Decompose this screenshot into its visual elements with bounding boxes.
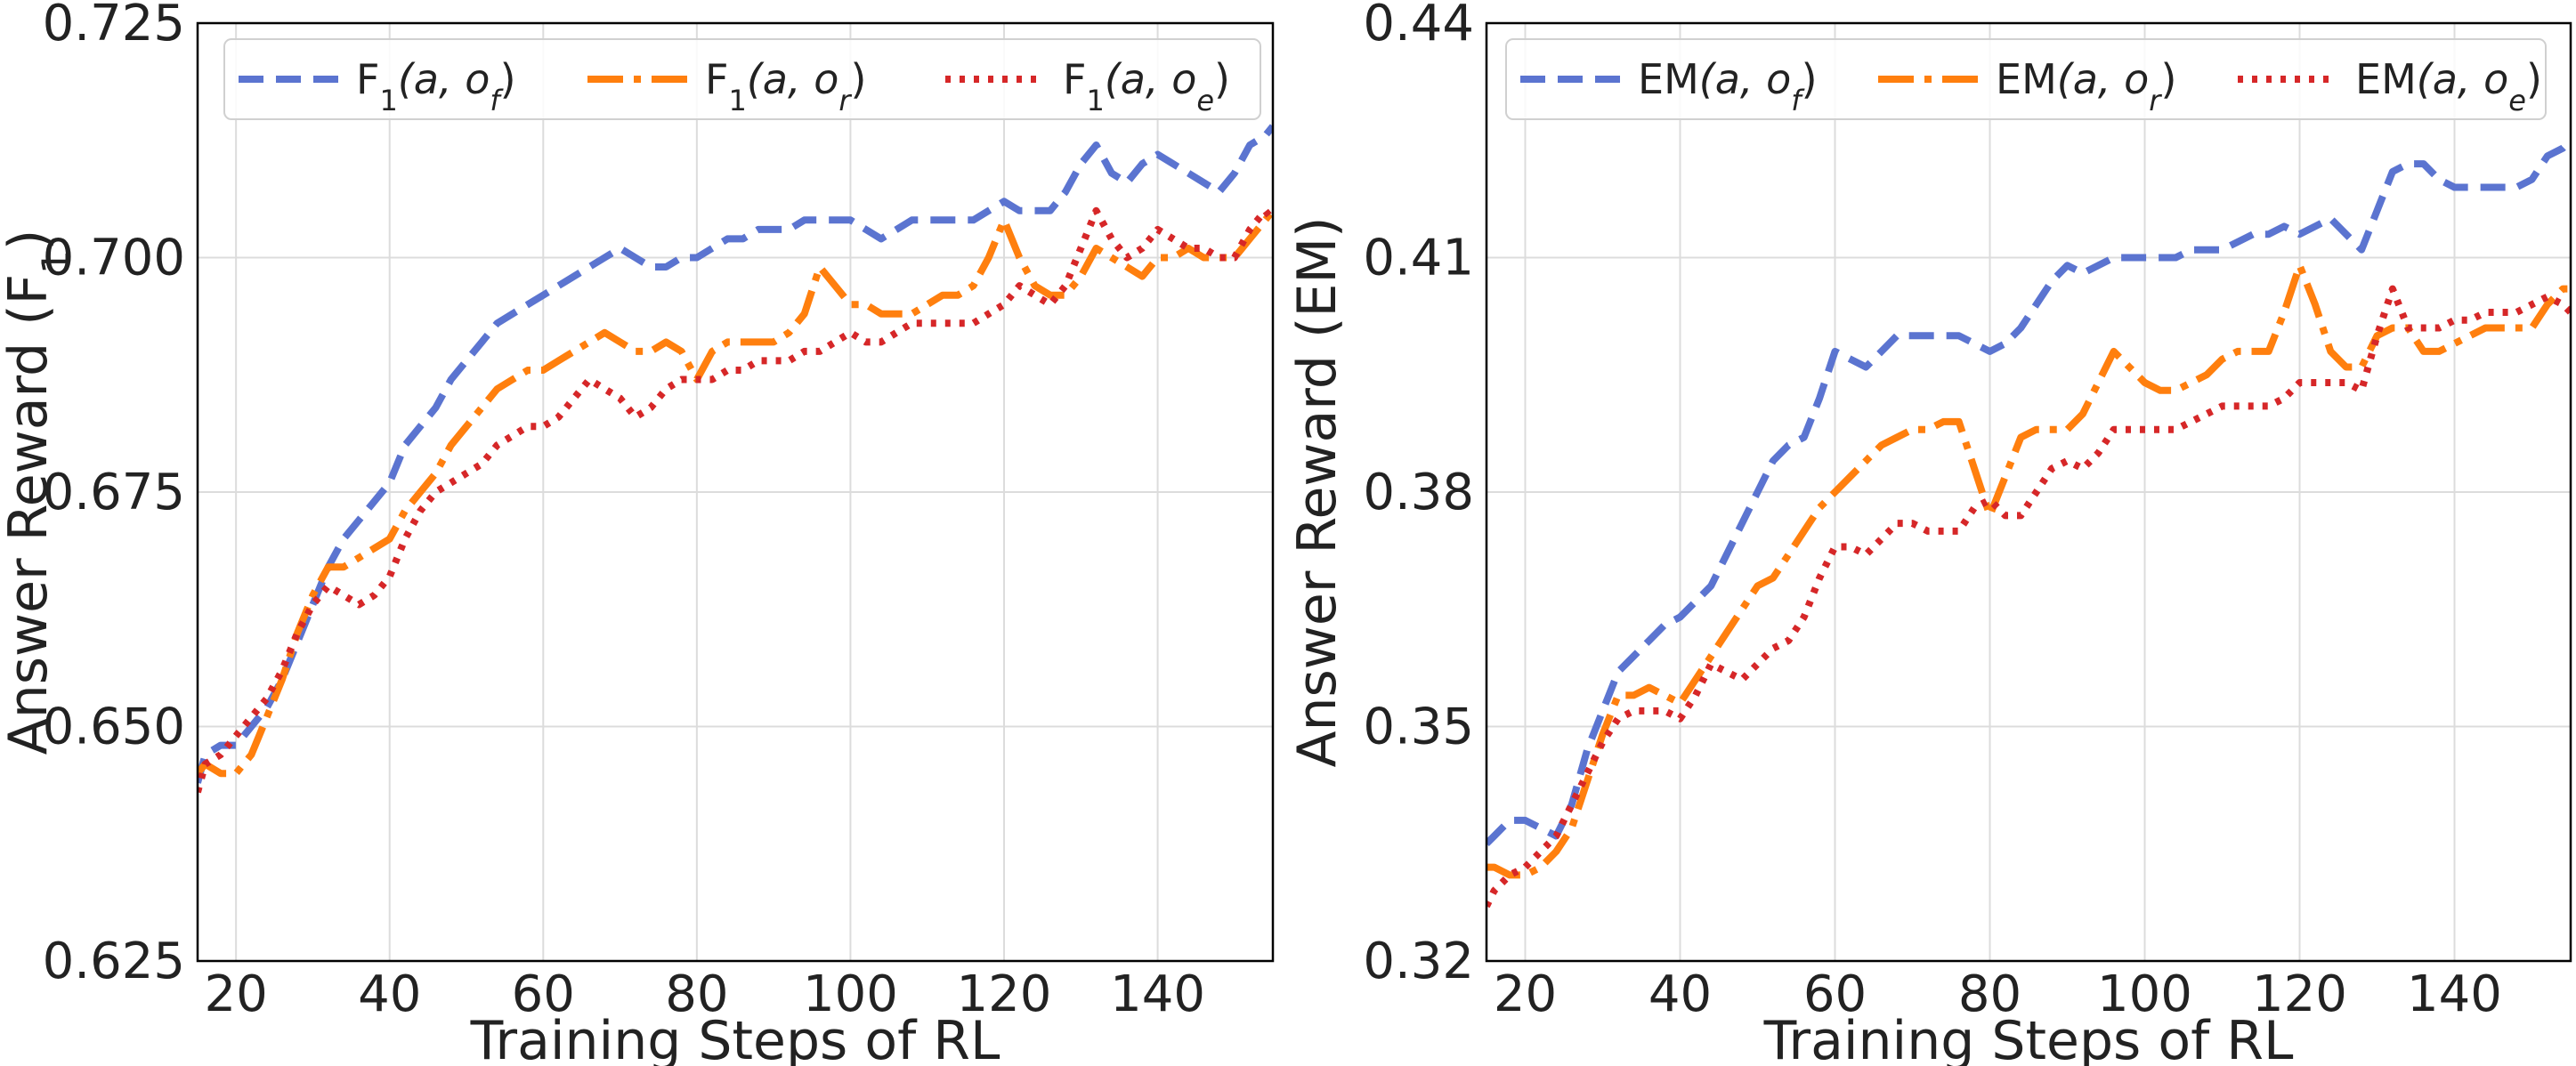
legend-arg-sub: r bbox=[838, 84, 852, 117]
legend-close: ) bbox=[2526, 55, 2542, 103]
legend-arg-sub: e bbox=[2508, 84, 2526, 117]
legend-close: ) bbox=[500, 55, 516, 103]
legend-prefix: F bbox=[1063, 55, 1086, 103]
legend-arg-sub: e bbox=[1196, 84, 1214, 117]
x-tick-label: 60 bbox=[512, 965, 575, 1023]
y-axis-label-sub: 1 bbox=[34, 250, 77, 274]
axes-frame bbox=[196, 21, 1275, 963]
series-line-0 bbox=[1486, 137, 2571, 847]
x-tick-label: 60 bbox=[1803, 965, 1867, 1023]
legend-label-2: EM(a, oe) bbox=[2355, 55, 2542, 117]
x-tick-label: 100 bbox=[2097, 965, 2192, 1023]
y-axis-label-main: Answer Reward (EM) bbox=[1286, 216, 1349, 767]
y-tick-label: 0.625 bbox=[43, 933, 185, 990]
x-tick-label: 40 bbox=[1648, 965, 1712, 1023]
legend-args: (a, o bbox=[1699, 55, 1792, 103]
legend-prefix: F bbox=[705, 55, 728, 103]
y-tick-label: 0.675 bbox=[43, 464, 185, 521]
legend-args: (a, o bbox=[2057, 55, 2150, 103]
legend-close: ) bbox=[1802, 55, 1818, 103]
legend-prefix: EM bbox=[2355, 55, 2417, 103]
series-line-2 bbox=[198, 206, 1273, 794]
legend-prefix: EM bbox=[1996, 55, 2057, 103]
y-axis-label: Answer Reward (F1) bbox=[0, 230, 77, 755]
y-tick-label: 0.32 bbox=[1363, 933, 1474, 990]
axes-frame bbox=[1485, 21, 2572, 963]
y-axis-label-main: Answer Reward (F bbox=[0, 274, 60, 755]
legend-sub: 1 bbox=[1086, 84, 1104, 117]
y-tick-label: 0.38 bbox=[1363, 464, 1474, 521]
x-tick-label: 20 bbox=[205, 965, 268, 1023]
y-tick-label: 0.35 bbox=[1363, 699, 1474, 756]
y-tick-label: 0.44 bbox=[1363, 0, 1474, 52]
legend-box bbox=[223, 38, 1261, 120]
legend-label-2: F1(a, oe) bbox=[1063, 55, 1230, 117]
series-group bbox=[198, 124, 1273, 794]
legend-label-0: F1(a, of) bbox=[356, 55, 516, 117]
series-line-2 bbox=[1486, 285, 2571, 909]
legend: F1(a, of) F1(a, or) F1(a, oe) bbox=[223, 38, 1261, 120]
x-tick-label: 120 bbox=[2252, 965, 2347, 1023]
y-tick-label: 0.700 bbox=[43, 230, 185, 287]
series-line-1 bbox=[198, 208, 1273, 778]
legend-args: (a, o bbox=[747, 55, 839, 103]
legend-close: ) bbox=[2160, 55, 2176, 103]
x-tick-label: 20 bbox=[1494, 965, 1557, 1023]
legend-label-0: EM(a, of) bbox=[1638, 55, 1818, 117]
legend-args: (a, o bbox=[398, 55, 490, 103]
x-tick-label: 140 bbox=[1110, 965, 1205, 1023]
x-axis-label: Training Steps of RL bbox=[470, 1010, 1000, 1066]
legend: EM(a, of) EM(a, or) EM(a, oe) bbox=[1505, 38, 2547, 120]
legend-box bbox=[1505, 38, 2547, 120]
series-line-1 bbox=[1486, 262, 2571, 879]
y-tick-label: 0.725 bbox=[43, 0, 185, 52]
chart-0: 20 40 60 80 100 120 140 0.625 0.650 0.675 0.700 0.7… bbox=[0, 0, 1275, 1066]
x-tick-label: 120 bbox=[957, 965, 1052, 1023]
x-tick-label: 80 bbox=[1958, 965, 2021, 1023]
legend-label-1: EM(a, or) bbox=[1996, 55, 2176, 117]
legend-sub: 1 bbox=[728, 84, 746, 117]
y-axis-label-close: ) bbox=[0, 230, 60, 250]
y-tick-label: 0.650 bbox=[43, 699, 185, 756]
legend-close: ) bbox=[851, 55, 867, 103]
series-group bbox=[1486, 137, 2571, 909]
legend-args: (a, o bbox=[2417, 55, 2509, 103]
x-tick-label: 140 bbox=[2407, 965, 2502, 1023]
x-tick-label: 40 bbox=[358, 965, 421, 1023]
x-tick-label: 100 bbox=[803, 965, 898, 1023]
legend-prefix: F bbox=[356, 55, 379, 103]
series-line-0 bbox=[198, 124, 1273, 784]
legend-prefix: EM bbox=[1638, 55, 1699, 103]
legend-label-1: F1(a, or) bbox=[705, 55, 866, 117]
legend-arg-sub: r bbox=[2149, 84, 2162, 117]
y-axis-label: Answer Reward (EM) bbox=[1286, 216, 1349, 767]
y-tick-label: 0.41 bbox=[1363, 230, 1474, 287]
chart-1: 20 40 60 80 100 120 140 0.32 0.35 0.38 0.41 0.44 Tra… bbox=[1286, 0, 2572, 1066]
x-tick-label: 80 bbox=[665, 965, 728, 1023]
legend-sub: 1 bbox=[379, 84, 397, 117]
x-axis-label: Training Steps of RL bbox=[1763, 1010, 2294, 1066]
legend-args: (a, o bbox=[1105, 55, 1197, 103]
legend-close: ) bbox=[1214, 55, 1230, 103]
